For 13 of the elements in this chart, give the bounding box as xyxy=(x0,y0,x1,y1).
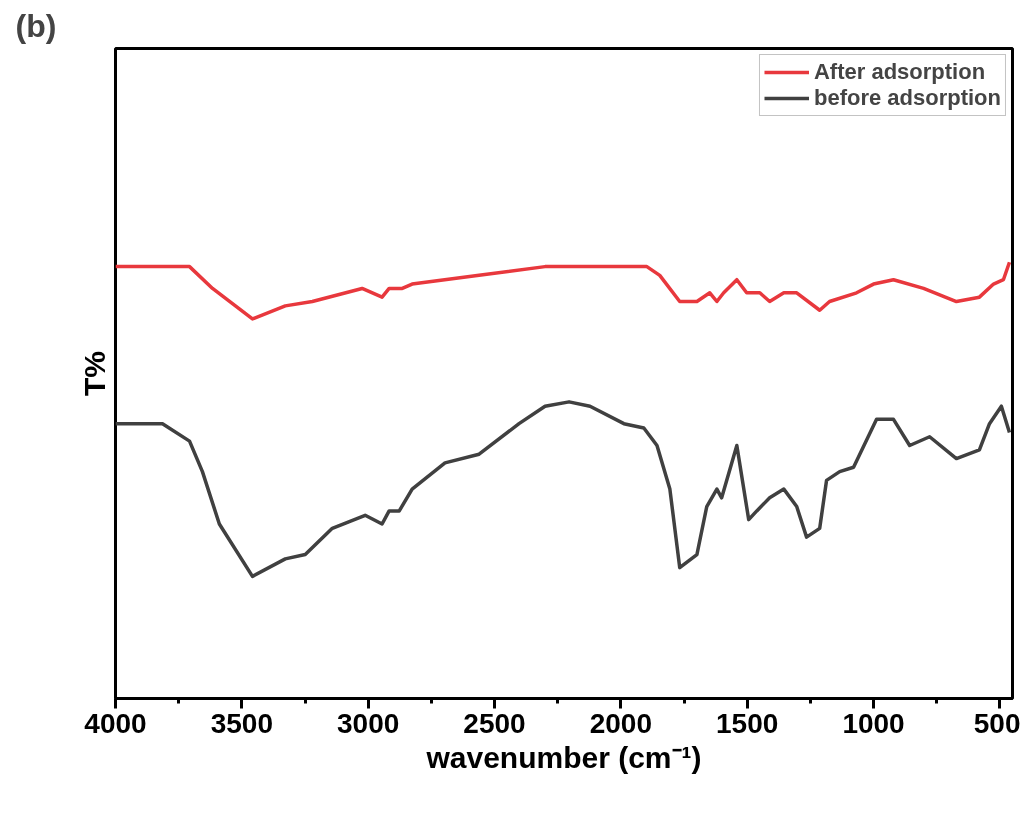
x-axis-title: wavenumber (cm⁻¹) xyxy=(425,740,702,774)
x-tick-label: 1000 xyxy=(842,707,905,739)
x-tick-label: 500 xyxy=(973,707,1021,739)
text: (b) xyxy=(15,7,57,44)
x-tick-label: 3000 xyxy=(337,707,400,739)
x-tick-label: 2500 xyxy=(463,707,526,739)
x-tick-label: 3500 xyxy=(210,707,273,739)
legend-label: After adsorption xyxy=(813,59,986,85)
x-tick-label: 4000 xyxy=(84,707,147,739)
x-tick-label: 1500 xyxy=(716,707,779,739)
legend-label: before adsorption xyxy=(813,85,1001,111)
x-tick-label: 2000 xyxy=(589,707,652,739)
y-axis-title: T% xyxy=(77,351,111,396)
